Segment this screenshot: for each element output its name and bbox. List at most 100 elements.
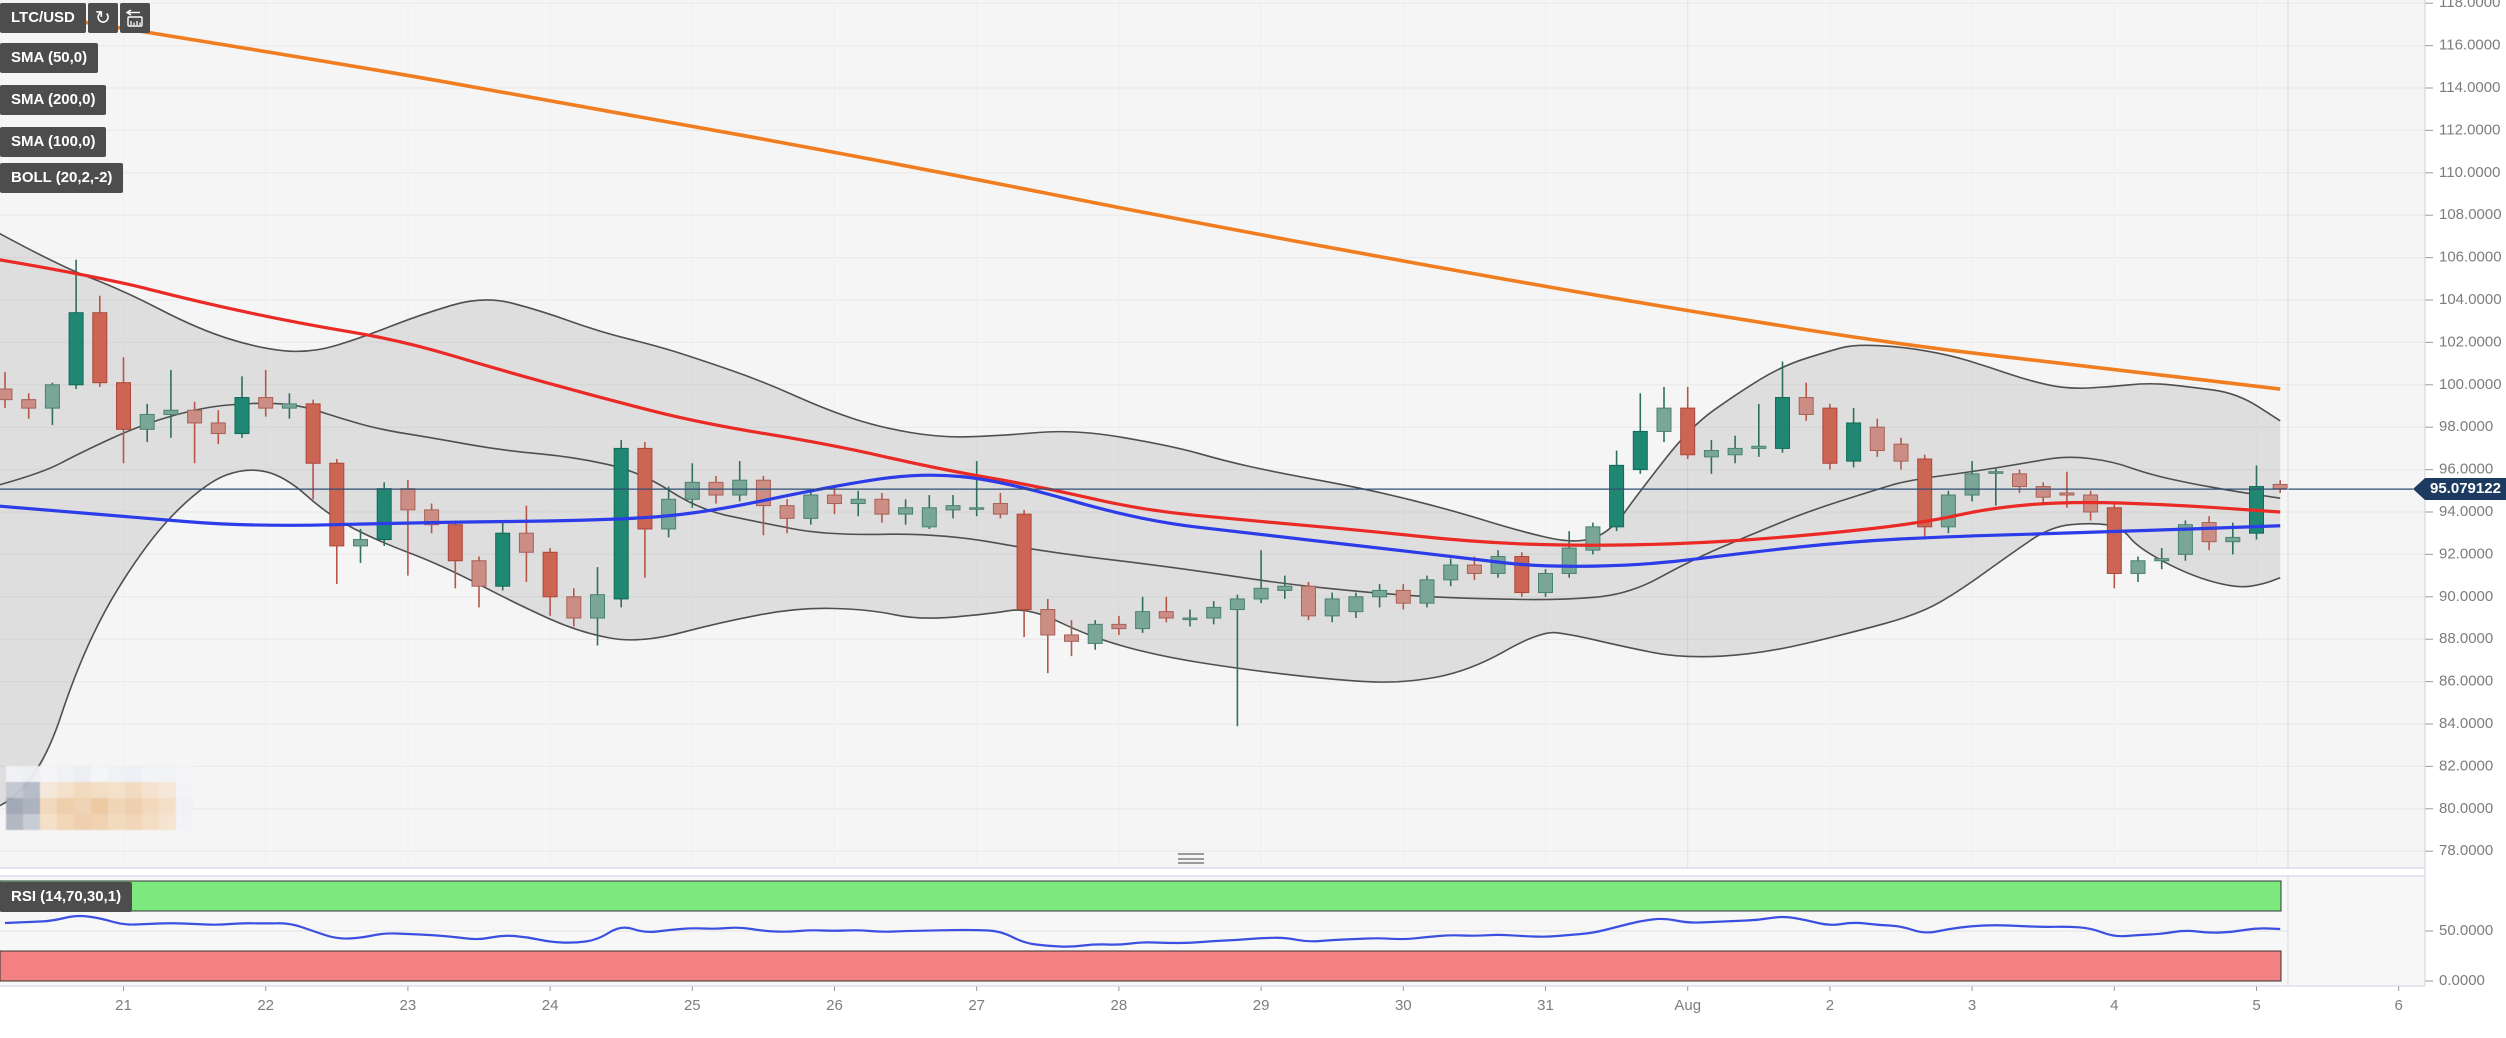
candle[interactable] <box>1656 386 1672 443</box>
candle[interactable] <box>1395 584 1411 610</box>
candle[interactable] <box>1348 592 1364 618</box>
candle[interactable] <box>1277 575 1293 599</box>
candle[interactable] <box>1135 596 1151 633</box>
candle[interactable] <box>1988 467 2004 506</box>
candle[interactable] <box>1585 522 1601 555</box>
candle[interactable] <box>1206 601 1222 625</box>
candle[interactable] <box>68 259 84 390</box>
candle-body <box>353 539 368 547</box>
candle[interactable] <box>2130 556 2146 582</box>
candle[interactable] <box>1040 598 1056 674</box>
candle-body <box>400 488 416 511</box>
candle[interactable] <box>1111 615 1127 635</box>
candle[interactable] <box>1727 435 1743 464</box>
candle[interactable] <box>1798 382 1814 421</box>
candle[interactable] <box>1680 386 1696 459</box>
candle[interactable] <box>471 556 487 608</box>
candle[interactable] <box>1751 403 1767 457</box>
candle[interactable] <box>281 393 297 419</box>
candle[interactable] <box>1324 592 1340 623</box>
candle[interactable] <box>1514 552 1530 597</box>
candle[interactable] <box>2154 548 2170 570</box>
candle[interactable] <box>1158 596 1174 623</box>
candle-body <box>234 397 250 435</box>
candle[interactable] <box>2035 482 2051 504</box>
candle[interactable] <box>1822 403 1838 470</box>
candle[interactable] <box>2106 503 2122 589</box>
candle[interactable] <box>542 548 558 616</box>
candle[interactable] <box>1064 620 1079 657</box>
candle[interactable] <box>898 499 914 525</box>
candle[interactable] <box>566 588 582 627</box>
candle[interactable] <box>187 401 203 464</box>
candle[interactable] <box>518 505 534 582</box>
candle[interactable] <box>1182 609 1198 627</box>
candle[interactable] <box>447 520 463 589</box>
candle[interactable] <box>0 372 13 409</box>
candle[interactable] <box>1087 620 1103 650</box>
candle[interactable] <box>495 520 511 591</box>
candle-body <box>1514 556 1530 594</box>
watermark-cell <box>23 814 40 830</box>
candle[interactable] <box>139 403 155 443</box>
candle[interactable] <box>1869 418 1885 457</box>
candle[interactable] <box>921 495 937 529</box>
candle-body <box>1016 513 1032 611</box>
candle[interactable] <box>1893 437 1909 470</box>
candle[interactable] <box>1609 450 1625 532</box>
candle[interactable] <box>376 482 392 546</box>
candle-body <box>2225 536 2241 543</box>
candle[interactable] <box>1443 558 1459 587</box>
candle[interactable] <box>210 410 226 445</box>
candle[interactable] <box>874 492 890 523</box>
candle[interactable] <box>992 492 1008 519</box>
candle[interactable] <box>1775 361 1790 453</box>
candle[interactable] <box>1703 439 1719 474</box>
candle[interactable] <box>234 376 250 438</box>
watermark-cell <box>57 814 74 830</box>
indicator-label-boll: BOLL (20,2,-2) <box>0 163 124 193</box>
candle[interactable] <box>1419 575 1435 608</box>
candle[interactable] <box>305 399 321 500</box>
candle[interactable] <box>400 480 416 576</box>
candle[interactable] <box>116 357 131 464</box>
candle[interactable] <box>827 486 842 515</box>
candle[interactable] <box>945 495 961 519</box>
watermark-cell <box>40 766 57 782</box>
candle[interactable] <box>1917 454 1933 540</box>
candle[interactable] <box>2177 520 2193 561</box>
candle[interactable] <box>1538 569 1553 597</box>
candle[interactable] <box>732 461 748 502</box>
candle[interactable] <box>1846 408 1862 468</box>
candle[interactable] <box>258 369 274 417</box>
candle[interactable] <box>1016 509 1032 638</box>
watermark-cell <box>159 782 176 798</box>
candle[interactable] <box>92 295 108 387</box>
rsi-line <box>4 914 2281 948</box>
date-axis: Jul2122232425262728293031Aug23456 <box>115 986 2403 1014</box>
candle[interactable] <box>1229 594 1245 727</box>
candle[interactable] <box>590 567 605 646</box>
candle[interactable] <box>613 439 629 608</box>
candle[interactable] <box>1632 393 1648 474</box>
candle[interactable] <box>44 382 60 426</box>
refresh-button[interactable]: ↻ <box>87 3 118 33</box>
candle[interactable] <box>1253 550 1269 604</box>
panel-resize-handle[interactable] <box>1178 853 1204 864</box>
candle[interactable] <box>1940 490 1956 534</box>
candle[interactable] <box>1372 584 1388 608</box>
measure-button[interactable] <box>119 3 150 33</box>
candle-body <box>495 532 511 587</box>
candle[interactable] <box>353 528 368 563</box>
candle-body <box>1301 585 1316 617</box>
candle[interactable] <box>850 490 866 517</box>
candle[interactable] <box>21 393 37 419</box>
candle[interactable] <box>1301 581 1316 621</box>
candle[interactable] <box>803 488 819 525</box>
candle-body <box>1656 407 1672 432</box>
x-axis-label: 6 <box>2395 997 2403 1014</box>
candle[interactable] <box>684 463 700 508</box>
candle[interactable] <box>163 369 179 438</box>
candle[interactable] <box>779 499 795 534</box>
